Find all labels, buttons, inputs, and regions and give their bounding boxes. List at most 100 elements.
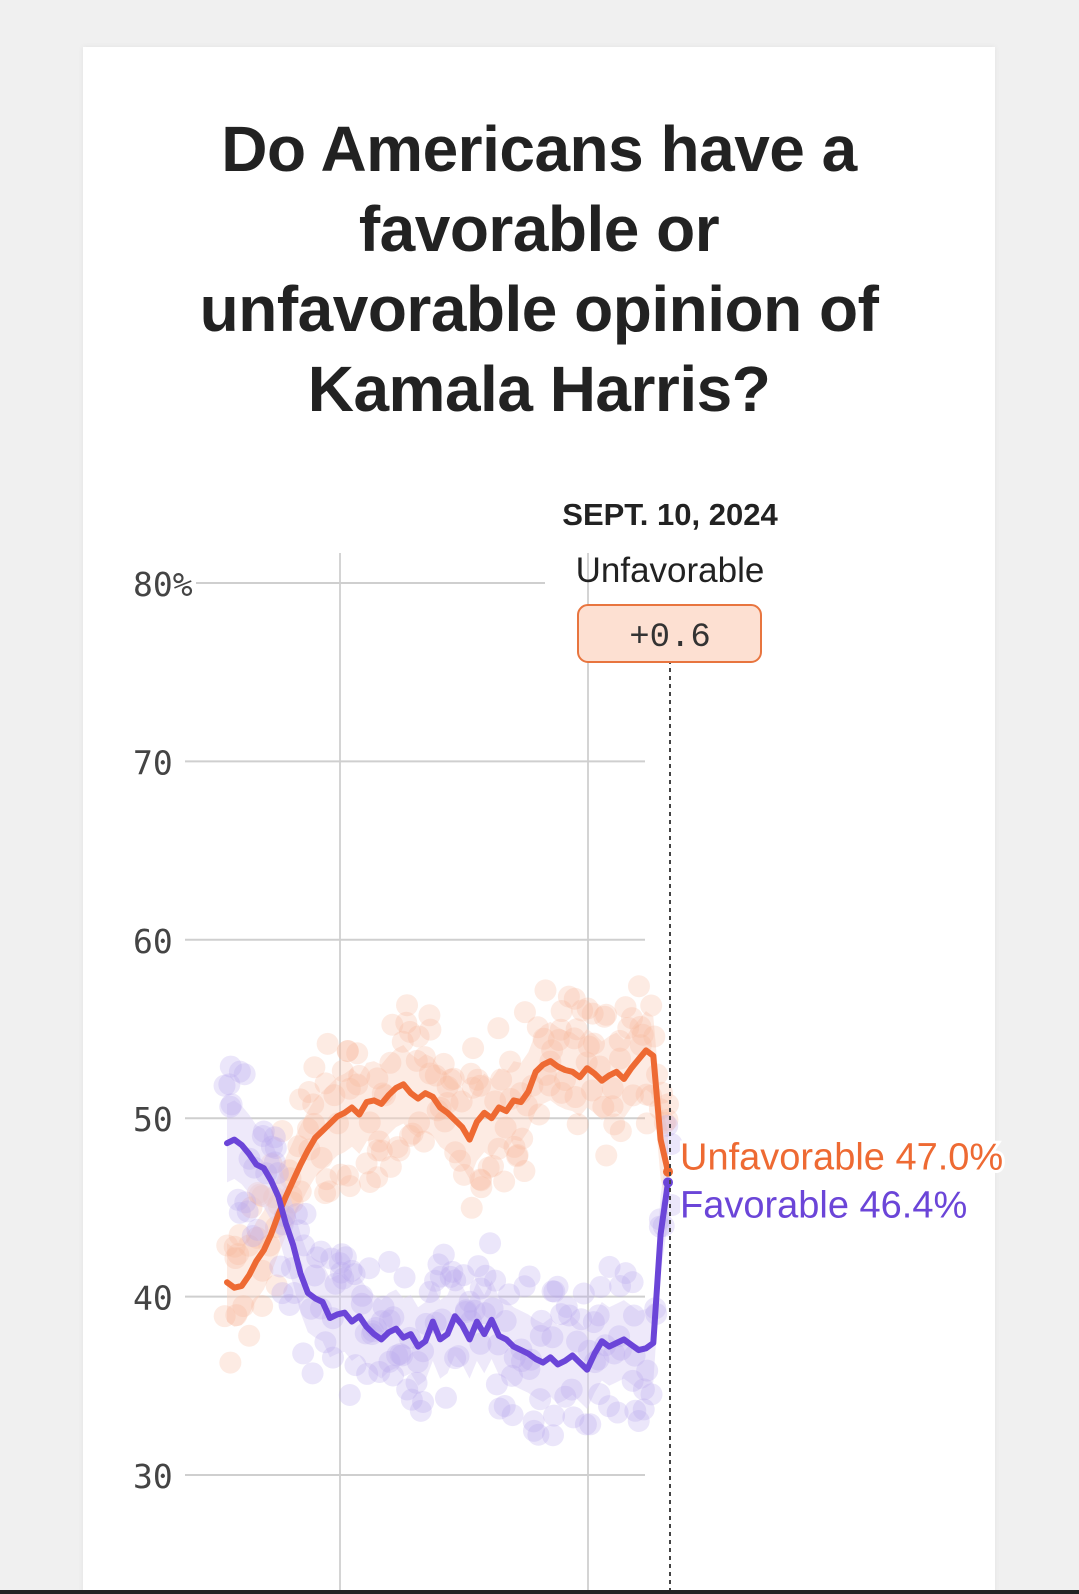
poll-dot — [487, 1137, 510, 1160]
poll-dot — [609, 1120, 632, 1143]
poll-dot — [485, 1373, 508, 1396]
poll-dot — [219, 1095, 242, 1118]
poll-dot — [614, 996, 637, 1019]
poll-dot — [595, 1003, 618, 1026]
poll-dot — [413, 1046, 436, 1069]
poll-dot — [297, 1081, 320, 1104]
poll-dot — [543, 1404, 566, 1427]
poll-dot — [368, 1130, 391, 1153]
uncertainty-band — [227, 1011, 668, 1327]
poll-dot — [576, 997, 599, 1020]
poll-dot — [566, 1330, 589, 1353]
poll-dot — [588, 1382, 611, 1405]
poll-dot — [386, 1344, 409, 1367]
poll-dot — [393, 1266, 416, 1289]
poll-dot — [563, 987, 586, 1010]
poll-dot — [454, 1299, 477, 1322]
poll-dot — [228, 1201, 251, 1224]
poll-dot — [265, 1274, 288, 1297]
poll-dot — [264, 1137, 287, 1160]
poll-dot — [289, 1180, 312, 1203]
poll-dot — [348, 1064, 371, 1087]
y-tick-label: 50 — [133, 1100, 173, 1139]
poll-dot — [285, 1203, 308, 1226]
poll-dot — [213, 1074, 236, 1097]
poll-dot — [379, 1051, 402, 1074]
poll-dot — [330, 1261, 353, 1284]
poll-dot — [336, 1164, 359, 1187]
poll-dot — [344, 1354, 367, 1377]
poll-dot — [522, 1410, 545, 1433]
poll-dot — [488, 1397, 511, 1420]
poll-dot — [251, 1185, 274, 1208]
poll-dot — [314, 1331, 337, 1354]
poll-dot — [424, 1064, 447, 1087]
poll-dot — [481, 1297, 504, 1320]
poll-dot — [318, 1180, 341, 1203]
trend-lines-layer — [224, 1047, 673, 1373]
poll-dot — [530, 1309, 553, 1332]
poll-dot — [452, 1264, 475, 1287]
poll-dot — [541, 1039, 564, 1062]
poll-dot — [418, 1280, 441, 1303]
poll-dot — [494, 1116, 517, 1139]
poll-dot — [320, 1247, 343, 1270]
poll-dot — [546, 1275, 569, 1298]
poll-dot — [643, 1025, 666, 1048]
poll-dot — [370, 1139, 393, 1162]
poll-dot — [547, 1028, 570, 1051]
poll-dot — [450, 1090, 473, 1113]
poll-dot — [219, 1055, 242, 1078]
poll-dot — [598, 1255, 621, 1278]
poll-dot — [493, 1395, 516, 1418]
poll-dot — [592, 1095, 615, 1118]
poll-dot — [260, 1135, 283, 1158]
poll-dot — [240, 1196, 263, 1219]
poll-dot — [228, 1224, 251, 1247]
poll-dot — [288, 1219, 311, 1242]
poll-dot — [409, 1399, 432, 1422]
poll-dots-layer — [213, 975, 683, 1447]
poll-dot — [283, 1282, 306, 1305]
poll-dot — [225, 1304, 248, 1327]
poll-dot — [220, 1093, 243, 1116]
poll-dot — [632, 1398, 655, 1421]
poll-dot — [461, 1076, 484, 1099]
margin-value: +0.6 — [629, 619, 711, 657]
poll-dot — [513, 1001, 536, 1024]
poll-dot — [490, 1068, 513, 1091]
poll-dot — [306, 1246, 329, 1269]
poll-dot — [303, 1112, 326, 1135]
poll-dot — [589, 1275, 612, 1298]
poll-dot — [477, 1156, 500, 1179]
poll-dot — [557, 985, 580, 1008]
poll-dot — [346, 1042, 369, 1065]
y-tick-label: 40 — [133, 1279, 173, 1318]
poll-dot — [324, 1272, 347, 1295]
poll-dot — [314, 1182, 337, 1205]
poll-dot — [278, 1294, 301, 1317]
poll-dot — [432, 1243, 455, 1266]
poll-dot — [566, 1113, 589, 1136]
poll-dot — [543, 1280, 566, 1303]
poll-dot — [469, 1332, 492, 1355]
poll-dot — [296, 1117, 319, 1140]
chart-title: Do Americans have a favorable or unfavor… — [83, 109, 995, 429]
poll-dot — [366, 1139, 389, 1162]
poll-dot — [506, 1145, 529, 1168]
poll-dot — [640, 994, 663, 1017]
poll-dot — [271, 1120, 294, 1143]
poll-dot — [631, 1023, 654, 1046]
poll-dot — [424, 1269, 447, 1292]
poll-dot — [598, 1395, 621, 1418]
poll-dot — [632, 1378, 655, 1401]
title-line: Kamala Harris? — [307, 353, 771, 425]
poll-dot — [302, 1093, 325, 1116]
poll-dot — [386, 1136, 409, 1159]
poll-dot — [426, 1099, 449, 1122]
poll-dot — [579, 1413, 602, 1436]
poll-dot — [237, 1234, 260, 1257]
poll-dot — [550, 1303, 573, 1326]
poll-dot — [436, 1075, 459, 1098]
bottom-rule — [0, 1590, 1079, 1594]
